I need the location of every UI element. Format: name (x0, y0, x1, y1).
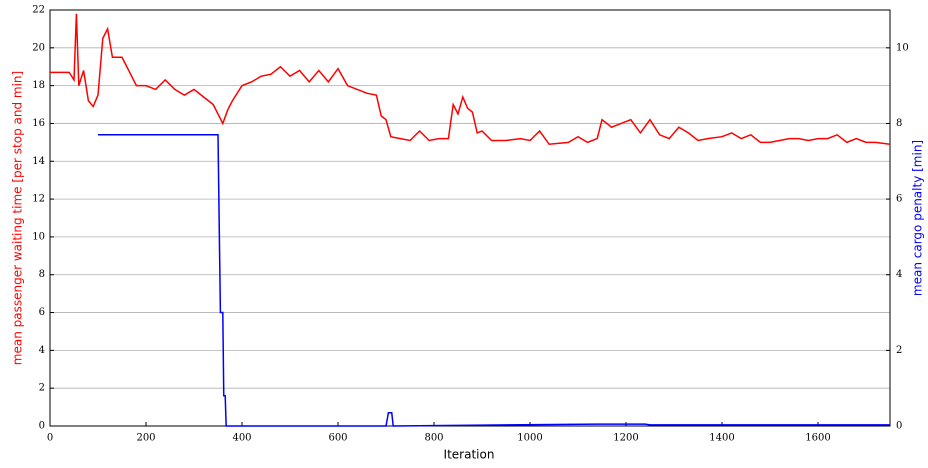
x-tick-label: 800 (424, 433, 443, 444)
y-tick-label: 14 (32, 156, 45, 167)
x-tick-label: 400 (232, 433, 251, 444)
data-line (98, 134, 890, 427)
y-tick-label: 0 (39, 421, 45, 432)
y-tick-label: 12 (32, 194, 45, 205)
y2-tick-label: 2 (896, 345, 902, 356)
x-axis-label: Iteration (444, 448, 495, 462)
y-tick-label: 18 (32, 80, 45, 91)
x-tick-label: 200 (136, 433, 155, 444)
x-tick-label: 0 (47, 433, 53, 444)
y2-tick-label: 8 (896, 118, 902, 129)
y2-tick-label: 10 (896, 42, 909, 53)
y-tick-label: 8 (39, 269, 45, 280)
x-tick-label: 1400 (709, 433, 734, 444)
x-tick-label: 1000 (517, 433, 542, 444)
y-tick-label: 20 (32, 42, 45, 53)
plot-frame (49, 9, 891, 427)
y2-tick-label: 4 (896, 269, 902, 280)
y-tick-label: 16 (32, 118, 45, 129)
y-tick-label: 2 (39, 383, 45, 394)
y-tick-label: 4 (39, 345, 45, 356)
y-tick-label: 6 (39, 307, 45, 318)
y2-tick-label: 0 (896, 421, 902, 432)
data-line (50, 13, 891, 146)
y2-axis-label: mean cargo penalty [min] (911, 140, 925, 296)
x-tick-label: 1200 (613, 433, 638, 444)
y-tick-label: 22 (32, 5, 45, 16)
x-tick-label: 600 (328, 433, 347, 444)
y-axis-label: mean passenger waiting time [per stop an… (11, 71, 25, 365)
x-tick-label: 1600 (805, 433, 830, 444)
y-tick-label: 10 (32, 231, 45, 242)
y2-tick-label: 6 (896, 194, 902, 205)
